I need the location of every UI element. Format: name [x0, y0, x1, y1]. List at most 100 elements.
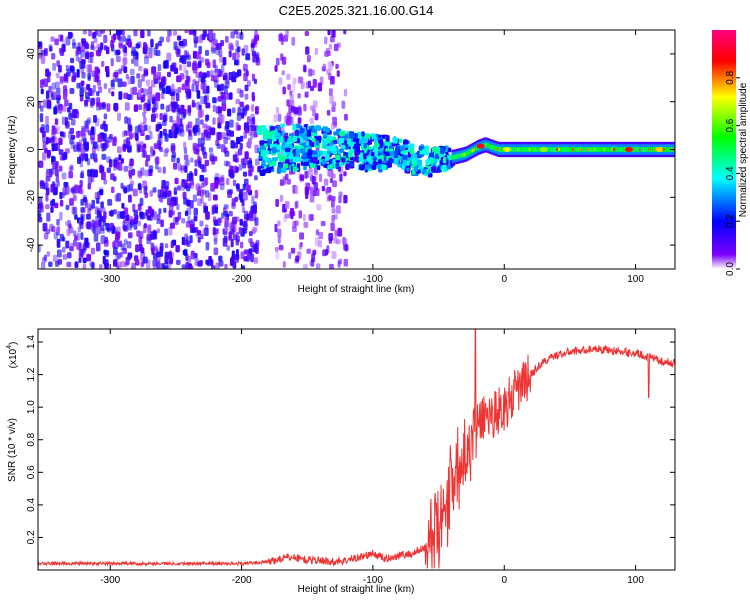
heat-cell: [61, 105, 67, 112]
heat-cell: [237, 46, 241, 53]
heat-cell: [151, 66, 157, 74]
heat-cell: [183, 248, 188, 257]
heat-cell: [126, 137, 131, 146]
heat-cell: [213, 247, 219, 256]
snr-scale-close: ): [8, 342, 19, 345]
heat-cell: [469, 149, 472, 155]
heat-cell: [90, 44, 95, 51]
heat-cell: [156, 140, 162, 150]
heat-cell: [55, 87, 61, 95]
heat-cell: [132, 132, 138, 139]
heat-cell: [157, 64, 162, 72]
heat-cell: [119, 211, 125, 219]
heat-cell: [235, 57, 240, 66]
heat-cell: [72, 108, 77, 118]
heat-cell: [266, 157, 272, 164]
heat-cell: [101, 60, 105, 68]
heat-cell: [69, 198, 74, 206]
heat-cell: [137, 79, 142, 88]
heat-cell: [409, 148, 415, 155]
heat-cell: [188, 30, 193, 35]
heat-cell: [236, 112, 242, 121]
heat-cell: [237, 148, 243, 156]
heat-cell: [286, 118, 291, 126]
heat-cell: [287, 84, 291, 91]
heat-cell: [65, 240, 70, 249]
heat-cell: [225, 177, 230, 186]
heat-cell: [197, 137, 202, 147]
heat-cell: [212, 216, 217, 224]
heat-cell: [181, 83, 186, 91]
heat-cell: [106, 156, 111, 163]
heat-cell: [55, 125, 60, 135]
heat-cell: [180, 167, 184, 173]
heat-cell: [198, 104, 202, 111]
heat-cell: [297, 93, 301, 99]
heat-cell: [312, 189, 317, 197]
heat-cell: [202, 151, 208, 159]
heat-cell: [632, 147, 636, 152]
heat-cell: [118, 68, 122, 75]
heat-cell: [487, 143, 490, 149]
heat-cell: [520, 147, 523, 152]
heat-cell: [292, 156, 299, 163]
heat-cell: [321, 185, 326, 192]
heat-cell: [280, 167, 287, 173]
heat-cell: [225, 78, 230, 85]
heat-cell: [147, 215, 152, 221]
heat-cell: [242, 163, 247, 169]
heat-cell: [141, 74, 145, 82]
heat-cell: [623, 147, 626, 152]
heat-cell: [298, 76, 304, 84]
heat-cell: [251, 73, 256, 82]
heat-cell: [536, 147, 539, 152]
heat-cell: [70, 164, 74, 171]
y-tick-label: 20: [26, 96, 37, 108]
heat-cell: [48, 44, 53, 52]
heat-cell: [326, 109, 331, 116]
heat-cell: [168, 210, 173, 218]
heat-cell: [363, 133, 370, 138]
heat-cell: [222, 56, 227, 66]
heat-cell: [334, 229, 338, 237]
heat-cell: [243, 106, 248, 115]
heat-cell: [273, 113, 278, 123]
heat-cell: [299, 128, 305, 133]
heat-cell: [583, 147, 586, 152]
heat-cell: [76, 68, 80, 78]
heat-cell: [49, 45, 53, 52]
heat-cell: [403, 140, 408, 145]
heat-cell: [38, 196, 43, 203]
heat-cell: [360, 152, 364, 158]
heat-cell: [126, 40, 131, 46]
heat-cell: [72, 42, 77, 49]
heat-cell: [145, 134, 150, 141]
heat-cell: [113, 72, 119, 78]
heat-cell: [198, 60, 202, 67]
heat-cell: [283, 163, 289, 169]
heat-cell: [288, 252, 292, 260]
heat-cell: [197, 260, 203, 267]
heat-cell: [148, 207, 153, 214]
heat-cell: [231, 255, 235, 262]
heat-cell: [303, 152, 308, 160]
heat-cell: [119, 251, 123, 258]
heat-cell: [96, 91, 100, 97]
x-tick-label: 100: [627, 575, 644, 586]
heat-cell: [471, 149, 474, 152]
heat-cell: [85, 119, 91, 126]
heat-cell: [205, 259, 210, 265]
heat-cell: [335, 205, 341, 214]
heat-cell: [206, 70, 210, 78]
heat-cell: [94, 71, 99, 81]
heat-cell: [148, 47, 153, 54]
heat-cell: [97, 133, 103, 143]
heat-cell: [126, 184, 130, 193]
heat-cell: [41, 183, 46, 189]
heat-cell: [317, 82, 322, 92]
heat-cell: [281, 130, 285, 136]
heat-cell: [585, 148, 588, 151]
heat-cell: [93, 220, 98, 228]
heat-cell: [421, 168, 427, 174]
heat-cell: [272, 146, 277, 154]
